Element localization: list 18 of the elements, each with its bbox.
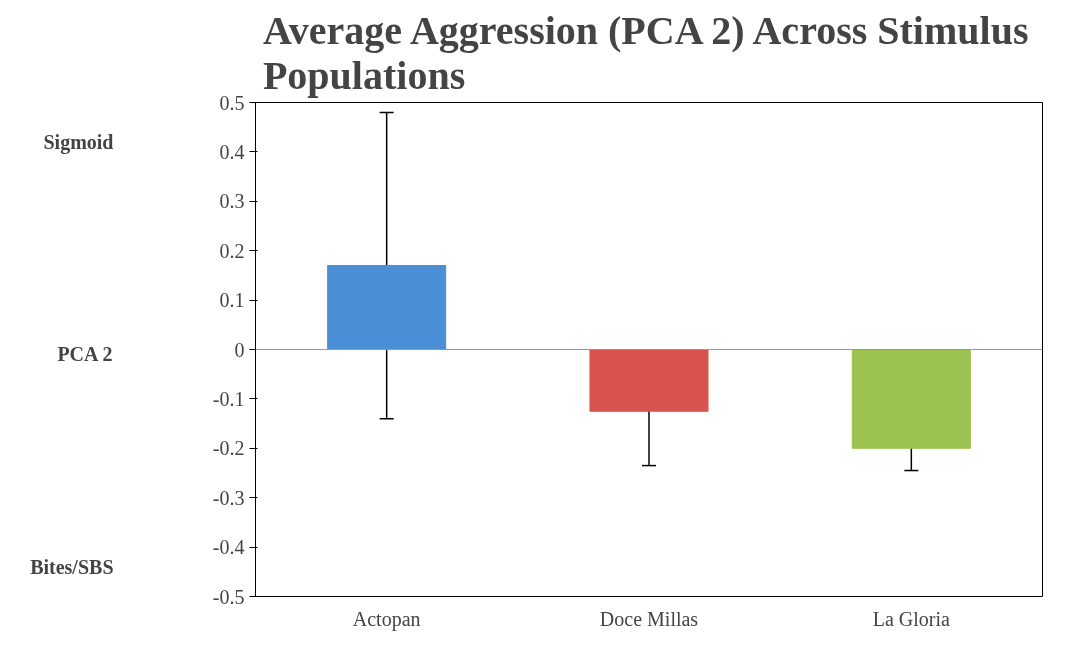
y-tick-label: -0.2 xyxy=(212,437,245,460)
x-tick-label: Doce Millas xyxy=(599,607,699,630)
y-tick-label: 0.4 xyxy=(219,140,245,163)
y-tick-label: -0.1 xyxy=(212,387,245,410)
text: Sigmoid xyxy=(43,131,114,155)
y-tick-label: 0.3 xyxy=(219,190,245,213)
y-tick-label: 0 xyxy=(234,338,245,361)
y-tick-label: -0.3 xyxy=(212,486,245,509)
y-tick-label: 0.1 xyxy=(219,289,245,312)
y-tick-label: 0.2 xyxy=(219,239,245,262)
text: Bites/SBS xyxy=(30,555,114,578)
y-tick-label: 0.5 xyxy=(219,91,245,114)
x-tick-label: Actopan xyxy=(352,607,421,631)
chart-title: Average Aggression (PCA 2) Across Stimulus Populations xyxy=(262,7,1029,98)
text: PCA 2 xyxy=(57,343,113,366)
y-tick-label: -0.4 xyxy=(212,536,245,559)
x-tick-label: La Gloria xyxy=(872,607,951,630)
y-tick-label: -0.5 xyxy=(212,585,245,608)
